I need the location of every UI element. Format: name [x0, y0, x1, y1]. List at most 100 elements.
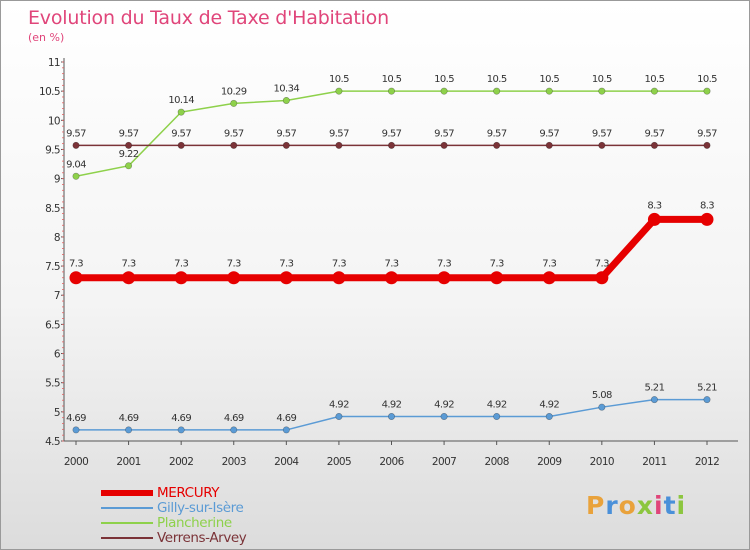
legend-swatch-mercury	[101, 490, 153, 496]
x-tick-label: 2007	[432, 456, 456, 468]
data-point	[700, 212, 714, 226]
proxiti-logo: Proxiti	[586, 491, 686, 520]
x-tick-label: 2002	[169, 456, 193, 468]
data-point	[493, 87, 501, 95]
data-label: 7.3	[490, 259, 504, 270]
data-label: 9.57	[171, 128, 191, 139]
logo-letter: r	[605, 491, 619, 520]
data-point	[703, 87, 711, 95]
data-point	[385, 271, 398, 285]
data-point	[335, 141, 343, 149]
data-label: 5.21	[697, 383, 717, 394]
data-point	[230, 99, 238, 107]
x-tick-label: 2003	[222, 456, 246, 468]
data-label: 7.3	[542, 259, 556, 270]
data-point	[174, 271, 188, 285]
legend-label-mercury: MERCURY	[157, 485, 220, 501]
data-label: 7.3	[69, 259, 83, 270]
data-label: 7.3	[437, 259, 451, 270]
y-tick-label: 6	[54, 349, 61, 361]
data-label: 9.04	[66, 159, 86, 170]
data-label: 9.57	[539, 128, 559, 139]
data-label: 4.92	[487, 400, 507, 411]
y-tick-label: 6.5	[45, 319, 60, 331]
data-label: 10.5	[434, 74, 454, 85]
data-point	[598, 87, 606, 95]
data-label: 9.57	[382, 128, 402, 139]
data-point	[650, 141, 658, 149]
x-tick-label: 2005	[327, 456, 351, 468]
y-tick-label: 8.5	[45, 203, 60, 215]
data-label: 9.57	[119, 128, 139, 139]
data-label: 4.92	[329, 400, 349, 411]
data-point	[387, 87, 395, 95]
data-label: 4.69	[224, 413, 244, 424]
data-label: 8.3	[700, 200, 714, 211]
data-label: 4.92	[539, 400, 559, 411]
x-tick-label: 2006	[379, 456, 404, 468]
data-point	[69, 271, 83, 285]
data-point	[598, 403, 606, 411]
data-label: 10.5	[539, 74, 559, 85]
x-tick-label: 2001	[116, 456, 140, 468]
data-point	[177, 426, 185, 434]
logo-letter: x	[636, 491, 654, 520]
data-point	[650, 87, 658, 95]
data-label: 9.57	[66, 128, 86, 139]
data-label: 7.3	[332, 259, 346, 270]
x-tick-label: 2009	[537, 456, 561, 468]
logo-letter: o	[618, 491, 637, 520]
data-point	[598, 141, 606, 149]
data-label: 4.92	[382, 400, 402, 411]
data-label: 9.57	[329, 128, 349, 139]
data-label: 9.57	[592, 128, 612, 139]
data-label: 9.57	[697, 128, 717, 139]
data-point	[545, 413, 553, 421]
data-label: 10.34	[274, 83, 300, 94]
data-point	[72, 141, 80, 149]
x-tick-label: 2011	[642, 456, 666, 468]
y-tick-label: 5.5	[45, 378, 60, 390]
data-point	[227, 271, 241, 285]
data-point	[647, 212, 661, 226]
logo-letter: t	[663, 491, 677, 520]
data-label: 5.08	[592, 390, 612, 401]
logo-letter: i	[676, 491, 687, 520]
data-point	[703, 141, 711, 149]
y-tick-label: 8	[54, 232, 60, 244]
data-point	[125, 162, 133, 170]
data-point	[440, 141, 448, 149]
data-label: 7.3	[279, 259, 293, 270]
data-label: 7.3	[595, 259, 609, 270]
data-label: 9.57	[224, 128, 244, 139]
y-tick-label: 11	[48, 57, 60, 69]
y-tick-label: 9	[54, 174, 60, 186]
data-labels: 4.69 4.69 4.69 4.69 4.69 4.92 4.92 4.92 4.92 4.92…	[66, 74, 718, 424]
data-point	[282, 426, 290, 434]
data-label: 7.3	[227, 259, 241, 270]
series-points	[69, 87, 714, 434]
data-point	[440, 413, 448, 421]
axes: 4.5 5 5.5 6 6.5 7 7.5 8 8.5 9 9.5 10 10.5 11 2000 2001 2…	[39, 57, 738, 468]
x-tick-label: 2008	[485, 456, 509, 468]
data-point	[177, 108, 185, 116]
data-point	[332, 271, 346, 285]
data-label: 9.57	[434, 128, 454, 139]
data-point	[125, 426, 133, 434]
x-tick-label: 2000	[64, 456, 88, 468]
data-point	[125, 141, 133, 149]
data-point	[282, 141, 290, 149]
data-label: 4.69	[119, 413, 139, 424]
y-tick-label: 9.5	[45, 144, 60, 156]
data-label: 4.69	[66, 413, 86, 424]
data-point	[279, 271, 293, 285]
data-point	[545, 141, 553, 149]
y-tick-label: 5	[54, 407, 60, 419]
legend-swatch-verrens	[101, 537, 153, 539]
data-point	[493, 141, 501, 149]
data-label: 10.14	[168, 95, 194, 106]
data-point	[177, 141, 185, 149]
x-tick-label: 2012	[695, 456, 719, 468]
data-label: 10.5	[644, 74, 664, 85]
